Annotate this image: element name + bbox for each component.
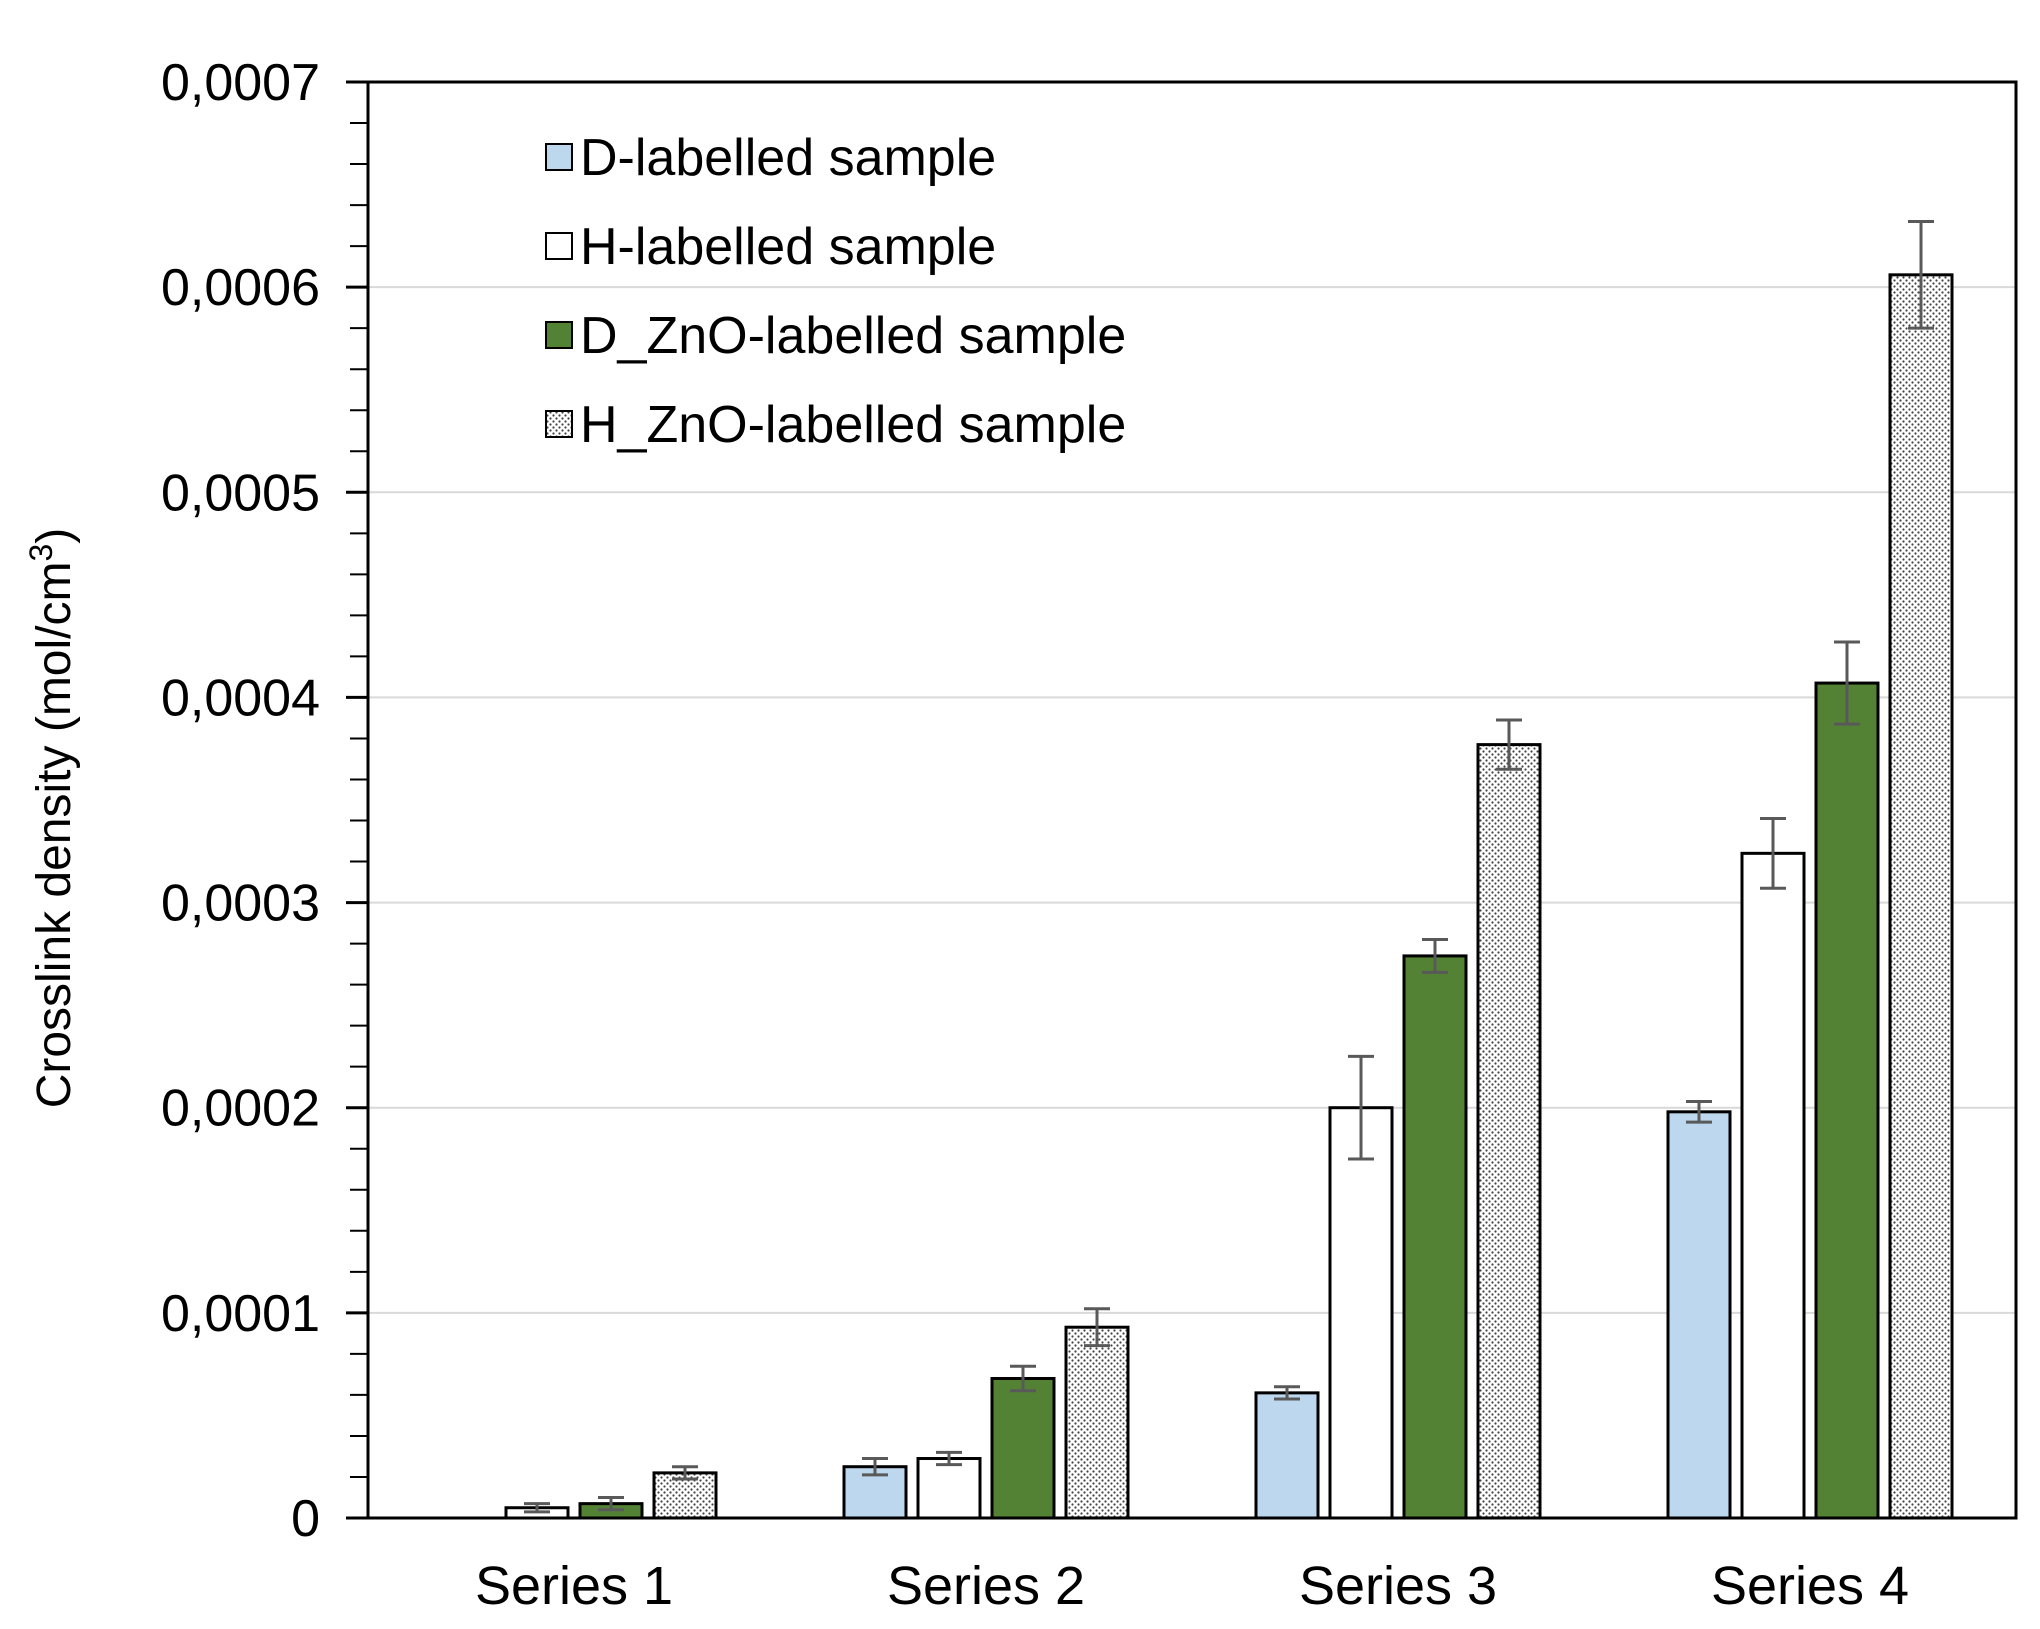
axes bbox=[346, 80, 2018, 1520]
legend-swatch bbox=[545, 321, 573, 349]
x-category-label: Series 3 bbox=[1299, 1556, 1497, 1616]
bar bbox=[1476, 743, 1542, 1520]
y-tick-labels: 0 0,0001 0,0002 0,0003 0,0004 0,0005 0,0006 0,0… bbox=[161, 54, 320, 1548]
legend-swatch bbox=[545, 143, 573, 171]
y-axis-title: Crosslink density (mol/cm3) bbox=[23, 528, 81, 1109]
bar bbox=[916, 1457, 982, 1520]
bar bbox=[1402, 954, 1468, 1520]
legend-label: D_ZnO-labelled sample bbox=[580, 307, 1126, 365]
y-tick-label: 0 bbox=[291, 1490, 320, 1548]
error-bars bbox=[524, 219, 1934, 1514]
legend-label: H_ZnO-labelled sample bbox=[580, 396, 1126, 454]
bar bbox=[1888, 273, 1954, 1520]
legend-label: H-labelled sample bbox=[580, 218, 996, 276]
y-tick-label: 0,0003 bbox=[161, 875, 320, 933]
legend-swatch bbox=[545, 232, 573, 260]
bar bbox=[1814, 681, 1880, 1520]
legend: D-labelled sample H-labelled sample D_ZnO-… bbox=[545, 129, 1126, 454]
bar bbox=[1064, 1325, 1130, 1520]
plot-frame bbox=[366, 80, 2018, 1520]
x-category-labels: Series 1 Series 2 Series 3 Series 4 bbox=[475, 1556, 1909, 1616]
y-tick-label: 0,0007 bbox=[161, 54, 320, 112]
bar bbox=[1328, 1106, 1394, 1520]
bar bbox=[1254, 1391, 1320, 1520]
legend-label: D-labelled sample bbox=[580, 129, 996, 187]
bar bbox=[990, 1377, 1056, 1520]
x-category-label: Series 4 bbox=[1711, 1556, 1909, 1616]
y-tick-label: 0,0005 bbox=[161, 464, 320, 522]
y-tick-label: 0,0001 bbox=[161, 1285, 320, 1343]
legend-swatch bbox=[545, 410, 573, 438]
y-tick-label: 0,0002 bbox=[161, 1080, 320, 1138]
x-category-label: Series 2 bbox=[887, 1556, 1085, 1616]
bar bbox=[1666, 1110, 1732, 1520]
y-tick-label: 0,0004 bbox=[161, 669, 320, 727]
y-tick-label: 0,0006 bbox=[161, 259, 320, 317]
x-category-label: Series 1 bbox=[475, 1556, 673, 1616]
bar bbox=[1740, 851, 1806, 1520]
bars bbox=[504, 273, 1954, 1520]
